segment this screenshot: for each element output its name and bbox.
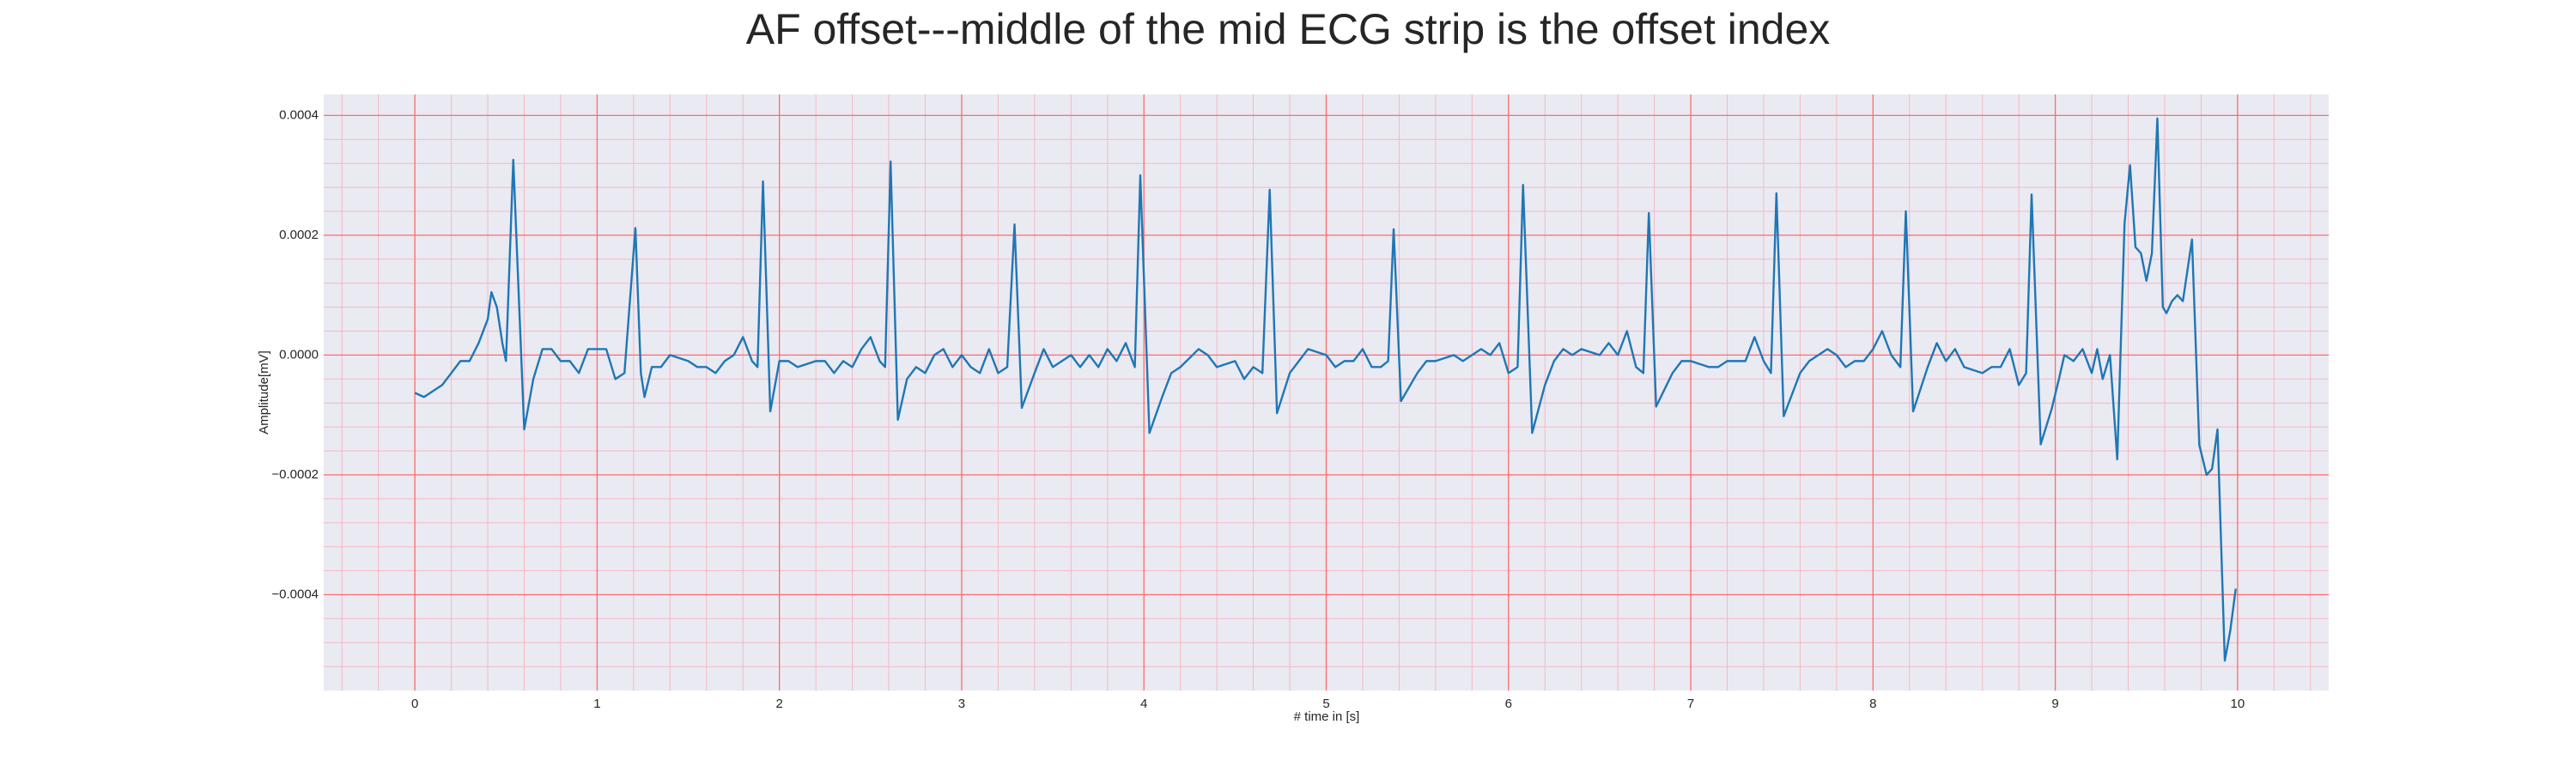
x-tick-label: 5 [1322, 697, 1329, 711]
y-axis-label: Amplitude[mV] [257, 350, 271, 435]
x-tick-label: 1 [593, 697, 600, 711]
x-tick-label: 9 [2051, 697, 2058, 711]
x-tick-label: 4 [1140, 697, 1147, 711]
x-tick-label: 3 [958, 697, 965, 711]
y-tick-label: −0.0004 [271, 587, 319, 601]
y-tick-label: 0.0004 [279, 107, 319, 122]
ecg-line [414, 117, 2237, 662]
y-tick-label: 0.0002 [279, 228, 319, 242]
x-tick-label: 10 [2231, 697, 2245, 711]
chart-title: AF offset---middle of the mid ECG strip … [746, 5, 1831, 53]
y-tick-label: 0.0000 [279, 347, 319, 362]
y-tick-label: −0.0002 [271, 467, 319, 482]
x-tick-label: 2 [776, 697, 783, 711]
x-tick-label: 8 [1869, 697, 1876, 711]
x-tick-label: 0 [411, 697, 418, 711]
x-tick-label: 7 [1687, 697, 1694, 711]
x-axis-label: # time in [s] [1294, 709, 1360, 724]
x-tick-label: 6 [1505, 697, 1512, 711]
